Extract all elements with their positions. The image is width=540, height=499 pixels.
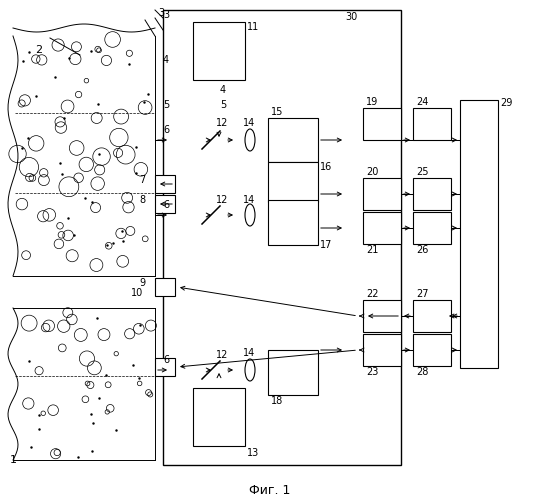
Text: 22: 22 [366, 289, 379, 299]
Text: 6: 6 [163, 200, 169, 210]
Bar [363, 178, 401, 210]
Bar [268, 118, 318, 162]
Text: 3: 3 [163, 10, 169, 20]
Text: 8: 8 [139, 195, 145, 205]
Bar [413, 178, 451, 210]
Bar [413, 212, 451, 244]
Bar [363, 300, 401, 332]
Text: Фиг. 1: Фиг. 1 [249, 484, 291, 497]
Bar [460, 100, 498, 368]
Text: 5: 5 [220, 100, 226, 110]
Text: 11: 11 [247, 22, 259, 32]
Ellipse shape [245, 204, 255, 226]
Text: 19: 19 [366, 97, 378, 107]
Bar [268, 350, 318, 395]
Text: 6: 6 [163, 355, 169, 365]
Bar [155, 175, 175, 193]
Text: 7: 7 [139, 175, 145, 185]
Bar [268, 162, 318, 202]
Text: 30: 30 [345, 12, 357, 22]
Text: 1: 1 [10, 455, 17, 465]
Text: 3: 3 [158, 8, 164, 18]
Bar [413, 108, 451, 140]
Bar [155, 358, 175, 376]
Text: 20: 20 [366, 167, 379, 177]
Bar [155, 278, 175, 296]
Text: 12: 12 [216, 195, 228, 205]
Text: 26: 26 [416, 245, 428, 255]
Text: 9: 9 [139, 278, 145, 288]
Text: 18: 18 [271, 396, 284, 406]
Text: 24: 24 [416, 97, 428, 107]
Text: 14: 14 [243, 195, 255, 205]
Bar [363, 334, 401, 366]
Text: 25: 25 [416, 167, 429, 177]
Text: 5: 5 [163, 100, 169, 110]
Text: 12: 12 [216, 350, 228, 360]
Bar [163, 10, 401, 465]
Text: 14: 14 [243, 348, 255, 358]
Ellipse shape [245, 359, 255, 381]
Text: 23: 23 [366, 367, 379, 377]
Text: 10: 10 [131, 288, 143, 298]
Bar [268, 200, 318, 245]
Text: 16: 16 [320, 162, 332, 172]
Text: 27: 27 [416, 289, 429, 299]
Bar [155, 195, 175, 213]
Text: 15: 15 [271, 107, 284, 117]
Text: 13: 13 [247, 448, 259, 458]
Bar [193, 22, 245, 80]
Text: 14: 14 [243, 118, 255, 128]
Bar [413, 300, 451, 332]
Ellipse shape [245, 129, 255, 151]
Bar [363, 108, 401, 140]
Text: 28: 28 [416, 367, 428, 377]
Text: 29: 29 [500, 98, 512, 108]
Bar [363, 212, 401, 244]
Text: 4: 4 [220, 85, 226, 95]
Text: 6: 6 [163, 125, 169, 135]
Text: 21: 21 [366, 245, 379, 255]
Text: 4: 4 [163, 55, 169, 65]
Bar [193, 388, 245, 446]
Text: 17: 17 [320, 240, 333, 250]
Text: 2: 2 [35, 45, 42, 55]
Text: 12: 12 [216, 118, 228, 128]
Bar [413, 334, 451, 366]
